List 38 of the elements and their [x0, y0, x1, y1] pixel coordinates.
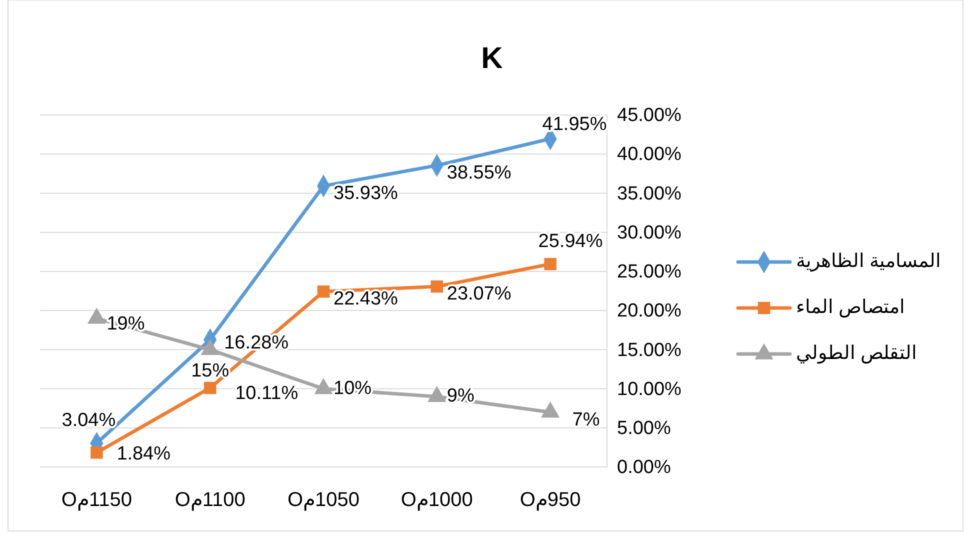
y-tick-label: 20.00%: [617, 300, 682, 322]
point: [430, 280, 444, 293]
legend-label: التقلص الطولي: [796, 343, 916, 364]
data-label: 1.84%: [116, 444, 171, 465]
chart-title: K: [481, 42, 504, 75]
x-tick-label: Oم1050: [287, 489, 360, 512]
data-label: 10.11%: [235, 382, 298, 404]
x-tick-label: Oم1100: [174, 489, 246, 512]
data-label: 25.94%: [538, 231, 603, 252]
y-tick-label: 10.00%: [617, 378, 682, 400]
data-label: 10%: [334, 378, 372, 399]
point: [317, 285, 330, 298]
data-label: 3.04%: [62, 410, 116, 432]
legend-label: المسامية الظاهرية: [796, 251, 940, 272]
y-tick-label: 0.00%: [617, 457, 671, 478]
data-label: 38.55%: [446, 162, 512, 184]
y-tick-label: 5.00%: [617, 418, 671, 439]
point: [204, 382, 216, 394]
y-tick-label: 35.00%: [617, 183, 682, 204]
data-label: 23.07%: [446, 284, 512, 305]
data-label: 9%: [446, 386, 474, 407]
y-tick-label: 40.00%: [617, 144, 682, 166]
data-label: 35.93%: [334, 182, 398, 204]
y-tick-label: 45.00%: [617, 105, 682, 126]
x-tick-label: Oم1000: [400, 489, 473, 512]
data-label: 22.43%: [334, 288, 398, 310]
x-tick-label: Oم1150: [61, 489, 132, 512]
legend-label: امتصاص الماء: [796, 297, 904, 318]
data-label: 15%: [191, 360, 230, 382]
point: [90, 446, 103, 459]
y-tick-label: 30.00%: [617, 222, 682, 244]
data-label: 7%: [572, 409, 600, 430]
y-tick-label: 25.00%: [617, 262, 682, 283]
data-label: 41.95%: [542, 114, 607, 135]
x-tick-label: Oم950: [520, 489, 581, 512]
data-label: 19%: [106, 313, 145, 334]
point: [544, 258, 556, 270]
y-tick-label: 15.00%: [617, 340, 682, 361]
